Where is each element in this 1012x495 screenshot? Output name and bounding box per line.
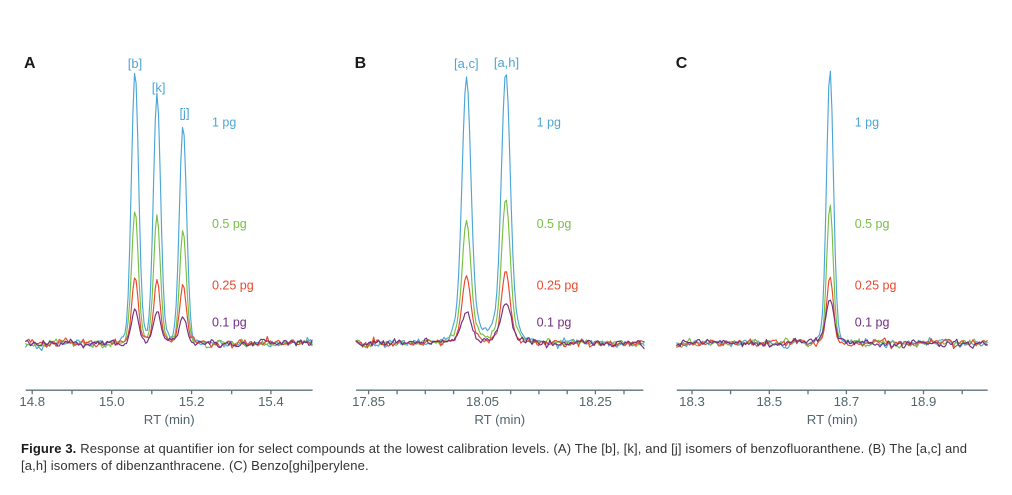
svg-text:1 pg: 1 pg — [855, 116, 879, 130]
svg-text:B: B — [355, 55, 367, 72]
svg-text:14.8: 14.8 — [19, 394, 45, 409]
svg-text:[j]: [j] — [179, 106, 189, 121]
svg-text:A: A — [24, 55, 36, 72]
svg-text:18.7: 18.7 — [834, 394, 860, 409]
svg-text:[k]: [k] — [152, 80, 166, 95]
svg-text:RT (min): RT (min) — [807, 412, 858, 427]
svg-text:0.25 pg: 0.25 pg — [212, 279, 254, 293]
svg-text:0.25 pg: 0.25 pg — [855, 279, 897, 293]
svg-text:0.25 pg: 0.25 pg — [537, 279, 579, 293]
svg-text:15.4: 15.4 — [258, 394, 284, 409]
svg-text:0.1 pg: 0.1 pg — [855, 316, 890, 330]
svg-text:RT (min): RT (min) — [474, 412, 525, 427]
svg-text:0.1 pg: 0.1 pg — [212, 316, 247, 330]
svg-text:1 pg: 1 pg — [212, 116, 236, 130]
svg-text:15.2: 15.2 — [179, 394, 205, 409]
svg-text:[b]: [b] — [128, 56, 142, 71]
svg-text:17.85: 17.85 — [352, 394, 385, 409]
svg-text:[a,h]: [a,h] — [494, 55, 519, 70]
svg-text:1 pg: 1 pg — [537, 116, 561, 130]
svg-text:0.5 pg: 0.5 pg — [537, 217, 572, 231]
svg-text:0.5 pg: 0.5 pg — [212, 217, 247, 231]
svg-text:18.05: 18.05 — [466, 394, 499, 409]
svg-text:18.9: 18.9 — [911, 394, 937, 409]
svg-text:0.1 pg: 0.1 pg — [537, 316, 572, 330]
svg-text:RT (min): RT (min) — [144, 412, 195, 427]
svg-text:[a,c]: [a,c] — [454, 56, 479, 71]
svg-text:18.25: 18.25 — [579, 394, 612, 409]
svg-text:C: C — [676, 55, 688, 72]
svg-text:0.5 pg: 0.5 pg — [855, 217, 890, 231]
svg-text:18.5: 18.5 — [756, 394, 782, 409]
svg-text:18.3: 18.3 — [679, 394, 705, 409]
svg-text:15.0: 15.0 — [99, 394, 125, 409]
